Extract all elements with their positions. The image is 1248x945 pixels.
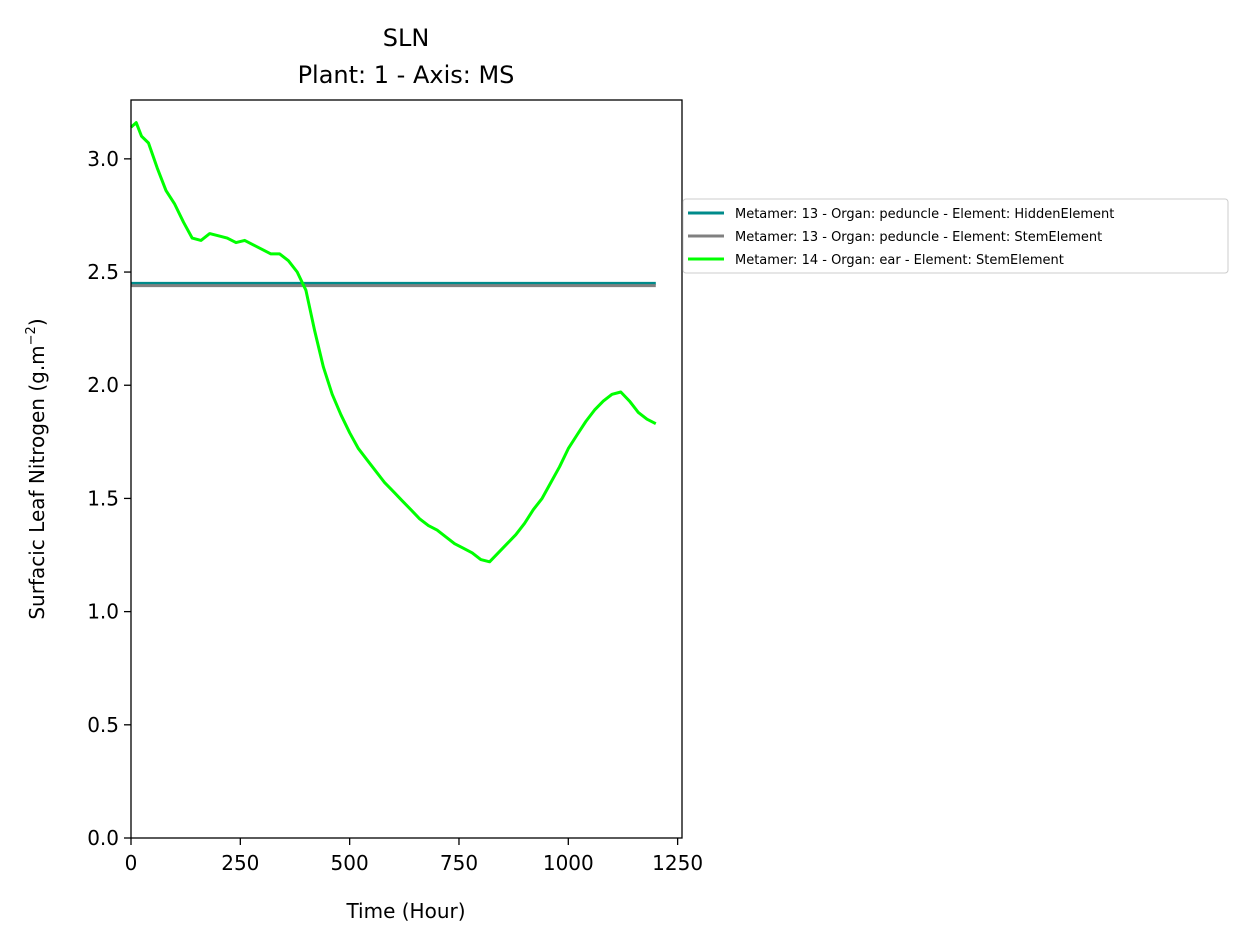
legend: Metamer: 13 - Organ: peduncle - Element:… bbox=[682, 198, 1229, 274]
plot-frame bbox=[130, 99, 683, 839]
x-tick-label: 1000 bbox=[543, 851, 594, 875]
y-tick-label: 1.0 bbox=[87, 600, 119, 624]
y-tick-label: 1.5 bbox=[87, 486, 119, 510]
x-axis-ticks: 0 250 500 750 1000 1250 bbox=[125, 838, 703, 875]
x-tick-label: 0 bbox=[125, 851, 138, 875]
x-tick-label: 750 bbox=[440, 851, 478, 875]
x-tick-label: 250 bbox=[221, 851, 259, 875]
y-tick-label: 2.5 bbox=[87, 260, 119, 284]
legend-label-2: Metamer: 13 - Organ: peduncle - Element:… bbox=[735, 230, 1102, 245]
x-tick-label: 500 bbox=[331, 851, 369, 875]
legend-label-3: Metamer: 14 - Organ: ear - Element: Stem… bbox=[735, 253, 1064, 268]
series-line-3 bbox=[130, 121, 657, 564]
x-tick-label: 1250 bbox=[652, 851, 703, 875]
plot-series bbox=[130, 121, 657, 564]
y-tick-label: 3.0 bbox=[87, 147, 119, 171]
y-tick-label: 2.0 bbox=[87, 373, 119, 397]
x-axis-label: Time (Hour) bbox=[345, 899, 465, 923]
legend-label-1: Metamer: 13 - Organ: peduncle - Element:… bbox=[735, 207, 1114, 222]
legend-box bbox=[682, 198, 1229, 274]
chart-title-line1: SLN bbox=[383, 24, 430, 52]
y-axis-label: Surfacic Leaf Nitrogen (g.m−2) bbox=[24, 318, 49, 619]
chart-title-line2: Plant: 1 - Axis: MS bbox=[298, 61, 515, 89]
y-tick-label: 0.5 bbox=[87, 713, 119, 737]
y-tick-label: 0.0 bbox=[87, 826, 119, 850]
y-axis-ticks: 0.0 0.5 1.0 1.5 2.0 2.5 3.0 bbox=[87, 147, 131, 850]
